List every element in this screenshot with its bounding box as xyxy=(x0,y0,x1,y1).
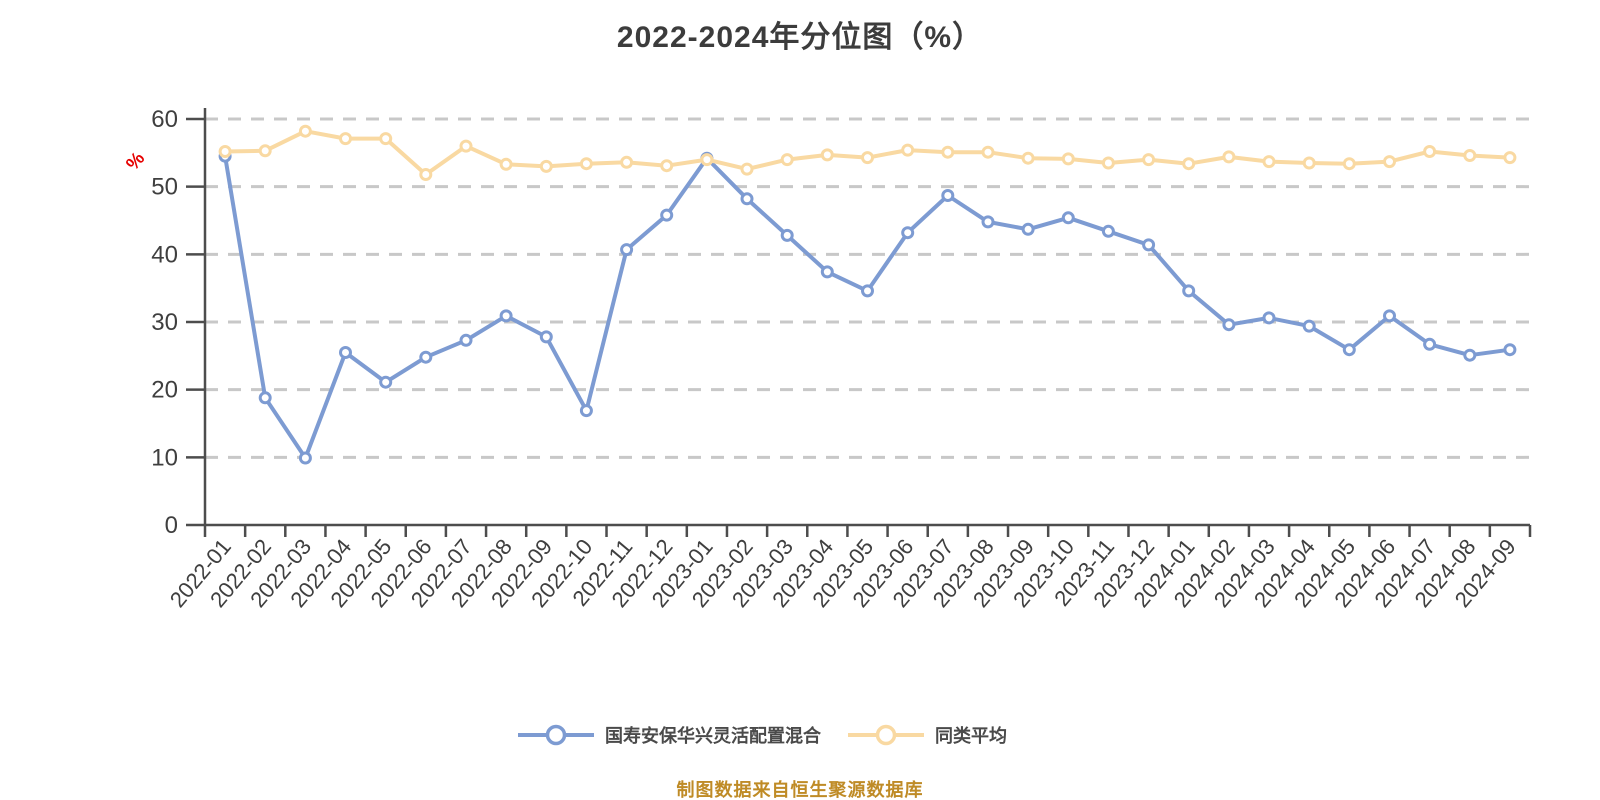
y-tick-label: 10 xyxy=(151,444,178,471)
data-point-fund-2022-05[interactable] xyxy=(379,375,393,389)
data-point-fund-2024-07[interactable] xyxy=(1423,337,1437,351)
data-point-fund-2024-08[interactable] xyxy=(1463,348,1477,362)
data-point-peer-2023-07[interactable] xyxy=(941,145,955,159)
data-point-peer-2022-05[interactable] xyxy=(379,132,393,146)
data-point-fund-2024-06[interactable] xyxy=(1383,309,1396,323)
data-point-fund-2023-05[interactable] xyxy=(861,284,874,298)
data-point-fund-2024-01[interactable] xyxy=(1182,284,1196,298)
data-point-peer-2022-12[interactable] xyxy=(660,159,674,173)
data-point-fund-2023-12[interactable] xyxy=(1142,238,1156,252)
data-point-peer-2023-02[interactable] xyxy=(740,162,754,176)
peer-legend-label: 同类平均 xyxy=(935,726,1007,746)
data-point-peer-2023-09[interactable] xyxy=(1021,151,1035,165)
data-point-fund-2023-10[interactable] xyxy=(1061,211,1075,225)
data-point-peer-2022-02[interactable] xyxy=(258,144,272,158)
data-point-fund-2022-11[interactable] xyxy=(620,243,634,257)
data-point-peer-2023-11[interactable] xyxy=(1101,156,1115,170)
y-tick-label: 0 xyxy=(165,512,178,539)
data-point-fund-2022-07[interactable] xyxy=(459,333,473,347)
data-point-peer-2022-04[interactable] xyxy=(339,132,352,146)
data-point-peer-2024-07[interactable] xyxy=(1423,145,1437,158)
data-point-peer-2024-05[interactable] xyxy=(1342,157,1356,171)
data-point-peer-2022-06[interactable] xyxy=(419,168,433,181)
y-tick-label: 30 xyxy=(151,309,178,336)
data-point-peer-2022-10[interactable] xyxy=(579,157,593,171)
data-point-peer-2023-08[interactable] xyxy=(981,145,995,159)
data-point-fund-2022-08[interactable] xyxy=(499,309,513,323)
data-point-peer-2022-09[interactable] xyxy=(539,159,553,173)
data-point-peer-2024-09[interactable] xyxy=(1503,151,1517,165)
data-point-fund-2022-03[interactable] xyxy=(298,451,312,465)
data-point-peer-2022-01[interactable] xyxy=(218,145,232,158)
data-point-peer-2022-08[interactable] xyxy=(499,157,513,171)
data-point-fund-2024-09[interactable] xyxy=(1503,343,1517,357)
data-point-peer-2024-06[interactable] xyxy=(1383,155,1396,169)
data-point-peer-2023-05[interactable] xyxy=(861,151,874,165)
data-point-fund-2022-04[interactable] xyxy=(339,346,352,359)
data-point-fund-2023-08[interactable] xyxy=(981,215,995,229)
data-point-fund-2022-02[interactable] xyxy=(258,391,272,405)
legend-item-peer[interactable]: 同类平均 xyxy=(847,722,1007,748)
data-point-fund-2023-09[interactable] xyxy=(1021,222,1035,236)
data-point-fund-2022-06[interactable] xyxy=(419,350,433,364)
data-point-peer-2023-01[interactable] xyxy=(700,153,714,167)
data-point-fund-2024-04[interactable] xyxy=(1302,319,1316,333)
chart-legend: 国寿安保华兴灵活配置混合 同类平均 xyxy=(0,722,1562,748)
data-point-fund-2024-05[interactable] xyxy=(1342,343,1356,357)
data-point-peer-2022-03[interactable] xyxy=(298,124,312,138)
data-point-fund-2023-04[interactable] xyxy=(820,265,834,279)
y-tick-label: 50 xyxy=(151,174,178,201)
data-point-peer-2024-03[interactable] xyxy=(1262,155,1276,169)
data-point-fund-2023-03[interactable] xyxy=(780,228,794,242)
data-source-caption: 制图数据来自恒生聚源数据库 xyxy=(676,780,924,800)
data-point-peer-2023-03[interactable] xyxy=(780,153,794,167)
data-point-peer-2023-12[interactable] xyxy=(1142,153,1156,167)
y-axis-unit-label: % xyxy=(122,148,149,175)
data-point-peer-2024-01[interactable] xyxy=(1182,157,1196,171)
peer-legend-marker-icon xyxy=(848,724,924,746)
y-tick-label: 20 xyxy=(151,377,178,404)
data-point-fund-2024-03[interactable] xyxy=(1262,311,1276,325)
data-point-fund-2022-10[interactable] xyxy=(579,404,593,418)
data-point-fund-2022-12[interactable] xyxy=(660,208,674,222)
data-point-peer-2022-07[interactable] xyxy=(459,139,473,153)
data-point-fund-2024-02[interactable] xyxy=(1222,318,1236,332)
data-point-peer-2023-06[interactable] xyxy=(901,143,915,157)
data-point-peer-2022-11[interactable] xyxy=(620,155,634,169)
legend-item-fund[interactable]: 国寿安保华兴灵活配置混合 xyxy=(517,722,821,748)
data-point-peer-2024-04[interactable] xyxy=(1302,156,1316,170)
y-tick-label: 40 xyxy=(151,241,178,268)
data-point-peer-2024-02[interactable] xyxy=(1222,150,1236,164)
fund-legend-label: 国寿安保华兴灵活配置混合 xyxy=(605,726,821,746)
data-point-fund-2023-07[interactable] xyxy=(941,189,955,202)
chart-title: 2022-2024年分位图（%） xyxy=(616,21,984,54)
data-point-fund-2023-11[interactable] xyxy=(1101,224,1115,238)
y-tick-label: 60 xyxy=(151,106,178,133)
data-point-peer-2023-10[interactable] xyxy=(1061,152,1075,166)
series-line-fund xyxy=(223,154,1512,460)
data-point-peer-2024-08[interactable] xyxy=(1463,149,1477,162)
data-point-fund-2023-06[interactable] xyxy=(901,226,915,240)
fund-legend-marker-icon xyxy=(518,724,594,746)
data-point-fund-2022-09[interactable] xyxy=(539,330,553,344)
data-point-peer-2023-04[interactable] xyxy=(820,148,834,162)
data-point-fund-2023-02[interactable] xyxy=(740,192,754,206)
